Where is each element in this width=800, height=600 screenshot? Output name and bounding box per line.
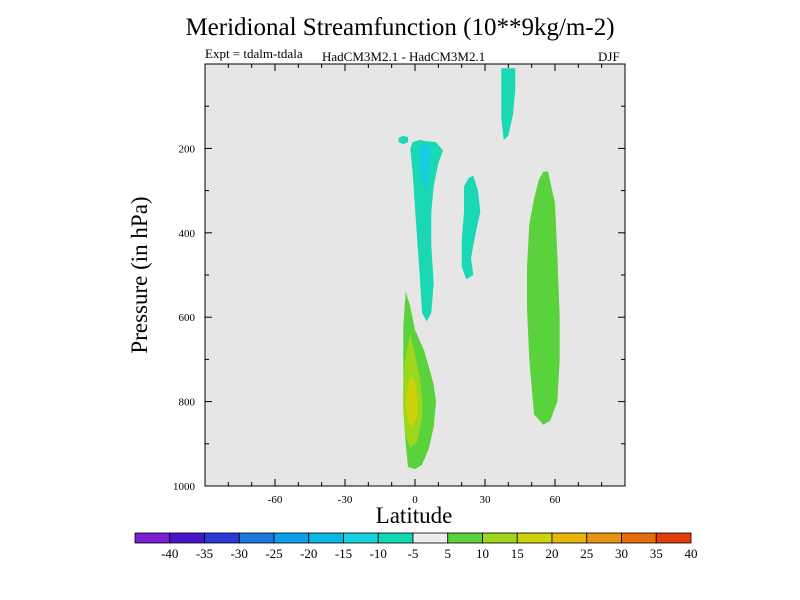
- colorbar-label: -20: [300, 546, 317, 561]
- colorbar-swatch: [586, 532, 622, 544]
- region-light-blue-core: [419, 144, 432, 191]
- region-cyan-blob-small: [398, 135, 408, 145]
- y-tick-label: 400: [179, 228, 196, 240]
- colorbar-label: -5: [408, 546, 419, 561]
- colorbar-label: -40: [161, 546, 178, 561]
- contour-regions: [398, 68, 560, 470]
- chart-title: Meridional Streamfunction (10**9kg/m-2): [185, 14, 615, 41]
- colorbar-label: -35: [196, 546, 213, 561]
- colorbar-swatch: [308, 532, 344, 544]
- colorbar-swatch: [169, 532, 205, 544]
- region-yellow-core: [405, 376, 418, 427]
- colorbar-swatch: [412, 532, 449, 544]
- colorbar-swatch: [551, 532, 588, 544]
- y-tick-label: 600: [179, 312, 196, 324]
- x-tick-label: 60: [550, 494, 562, 506]
- colorbar-swatch: [343, 532, 379, 544]
- colorbar-swatch: [655, 532, 692, 544]
- y-tick-label: 200: [179, 143, 196, 155]
- colorbar-label: 20: [546, 546, 559, 561]
- colorbar-label: 10: [476, 546, 489, 561]
- region-cyan-band-25N: [461, 175, 481, 280]
- region-green-column-55N: [527, 171, 560, 425]
- x-axis-label: Latitude: [375, 503, 453, 528]
- colorbar-label: 35: [650, 546, 663, 561]
- colorbar-swatch: [273, 532, 310, 544]
- colorbar-swatch: [516, 532, 553, 544]
- colorbar-swatch: [238, 532, 275, 544]
- colorbar-swatch: [377, 532, 414, 544]
- experiment-label: Expt = tdalm-tdala: [205, 46, 303, 61]
- season-label: DJF: [598, 49, 620, 64]
- plot-frame: [204, 63, 626, 487]
- colorbar-label: 15: [511, 546, 524, 561]
- x-tick-label: -30: [338, 494, 353, 506]
- y-tick-label: 800: [179, 397, 196, 409]
- models-label: HadCM3M2.1 - HadCM3M2.1: [322, 49, 486, 64]
- colorbar-label: 40: [685, 546, 698, 561]
- colorbar-label: 25: [580, 546, 593, 561]
- colorbar-label: 30: [615, 546, 628, 561]
- colorbar-label: -30: [231, 546, 248, 561]
- region-cyan-blob-40N: [501, 68, 516, 140]
- x-tick-label: -60: [268, 494, 283, 506]
- axis-ticks: -60 -30 0 30 60 200 400 600 800 1000: [173, 64, 626, 506]
- colorbar-swatch: [134, 532, 171, 544]
- region-cyan-band-equator: [410, 140, 443, 322]
- colorbar-label: -25: [265, 546, 282, 561]
- colorbar-label: -15: [335, 546, 352, 561]
- colorbar-swatch: [482, 532, 518, 544]
- colorbar-label: -10: [370, 546, 387, 561]
- colorbar: -40 -35 -30 -25 -20 -15 -10 -5 5 10 15 20 25 30 35 40: [134, 532, 698, 561]
- colorbar-swatch: [621, 532, 657, 544]
- colorbar-swatch: [447, 532, 483, 544]
- x-tick-label: 0: [412, 494, 418, 506]
- y-tick-label: 1000: [173, 481, 196, 493]
- colorbar-label: 5: [445, 546, 452, 561]
- colorbar-swatch: [204, 532, 240, 544]
- x-tick-label: 30: [480, 494, 492, 506]
